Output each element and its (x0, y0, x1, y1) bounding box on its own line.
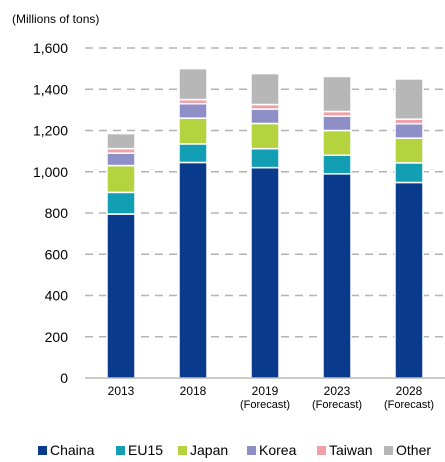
gridlines (85, 47, 445, 338)
y-tick-label: 200 (45, 329, 69, 345)
x-tick-label: 2019 (252, 384, 279, 398)
x-tick-sublabel: (Forecast) (312, 399, 362, 411)
bar-segment-other-2018 (178, 67, 208, 101)
y-tick-label: 400 (45, 288, 69, 304)
y-axis-ticks: 0 200 400 600 800 1,000 1,200 1,400 1,600 (33, 40, 68, 386)
legend-swatch-other (384, 446, 393, 455)
bars (106, 67, 424, 379)
legend-swatch-eu15 (116, 446, 125, 455)
bar-segment-chaina-2028 (394, 181, 424, 379)
unit-label: (Millions of tons) (12, 12, 99, 26)
legend-label-eu15: EU15 (128, 442, 163, 458)
bar-segment-other-2023 (322, 75, 352, 113)
bar-segment-eu15-2028 (394, 162, 424, 184)
y-tick-label: 1,000 (33, 164, 68, 180)
bar-segment-japan-2019 (250, 122, 280, 150)
y-tick-label: 800 (45, 205, 69, 221)
x-tick-label: 2028 (396, 384, 423, 398)
bar-segment-japan-2028 (394, 137, 424, 164)
bar-segment-japan-2023 (322, 129, 352, 156)
legend-swatch-korea (247, 446, 256, 455)
legend-swatch-chaina (38, 446, 47, 455)
y-tick-label: 0 (60, 370, 68, 386)
bar-segment-chaina-2023 (322, 173, 352, 379)
bar-segment-chaina-2019 (250, 166, 280, 379)
x-tick-label: 2013 (108, 384, 135, 398)
bar-segment-other-2013 (106, 132, 136, 150)
bar-segment-korea-2019 (250, 108, 280, 125)
x-tick-sublabel: (Forecast) (240, 399, 290, 411)
bar-segment-other-2028 (394, 78, 424, 120)
legend: Chaina EU15 Japan Korea Taiwan Other (38, 442, 431, 458)
legend-label-other: Other (396, 442, 431, 458)
legend-label-taiwan: Taiwan (329, 442, 373, 458)
bar-segment-eu15-2023 (322, 154, 352, 175)
bar-segment-korea-2023 (322, 115, 352, 132)
bar-segment-chaina-2018 (178, 161, 208, 379)
x-tick-label: 2018 (180, 384, 207, 398)
bar-segment-korea-2013 (106, 152, 136, 167)
bar-segment-eu15-2018 (178, 143, 208, 164)
bar-segment-korea-2028 (394, 122, 424, 139)
legend-swatch-taiwan (317, 446, 326, 455)
y-tick-label: 1,600 (33, 40, 68, 56)
legend-swatch-japan (178, 446, 187, 455)
x-tick-label: 2023 (324, 384, 351, 398)
legend-label-chaina: Chaina (50, 442, 95, 458)
y-tick-label: 1,400 (33, 81, 68, 97)
bar-segment-japan-2013 (106, 164, 136, 194)
legend-label-japan: Japan (190, 442, 228, 458)
bar-segment-other-2019 (250, 72, 280, 106)
y-tick-label: 1,200 (33, 123, 68, 139)
bar-segment-eu15-2019 (250, 147, 280, 169)
bar-segment-chaina-2013 (106, 213, 136, 379)
legend-label-korea: Korea (259, 442, 297, 458)
x-tick-sublabel: (Forecast) (384, 399, 434, 411)
bar-segment-japan-2018 (178, 117, 208, 145)
bar-segment-eu15-2013 (106, 191, 136, 215)
y-tick-label: 600 (45, 246, 69, 262)
x-axis-ticks: 2013 2018 2019(Forecast)2023(Forecast)2028… (108, 384, 434, 411)
bar-segment-korea-2018 (178, 102, 208, 119)
